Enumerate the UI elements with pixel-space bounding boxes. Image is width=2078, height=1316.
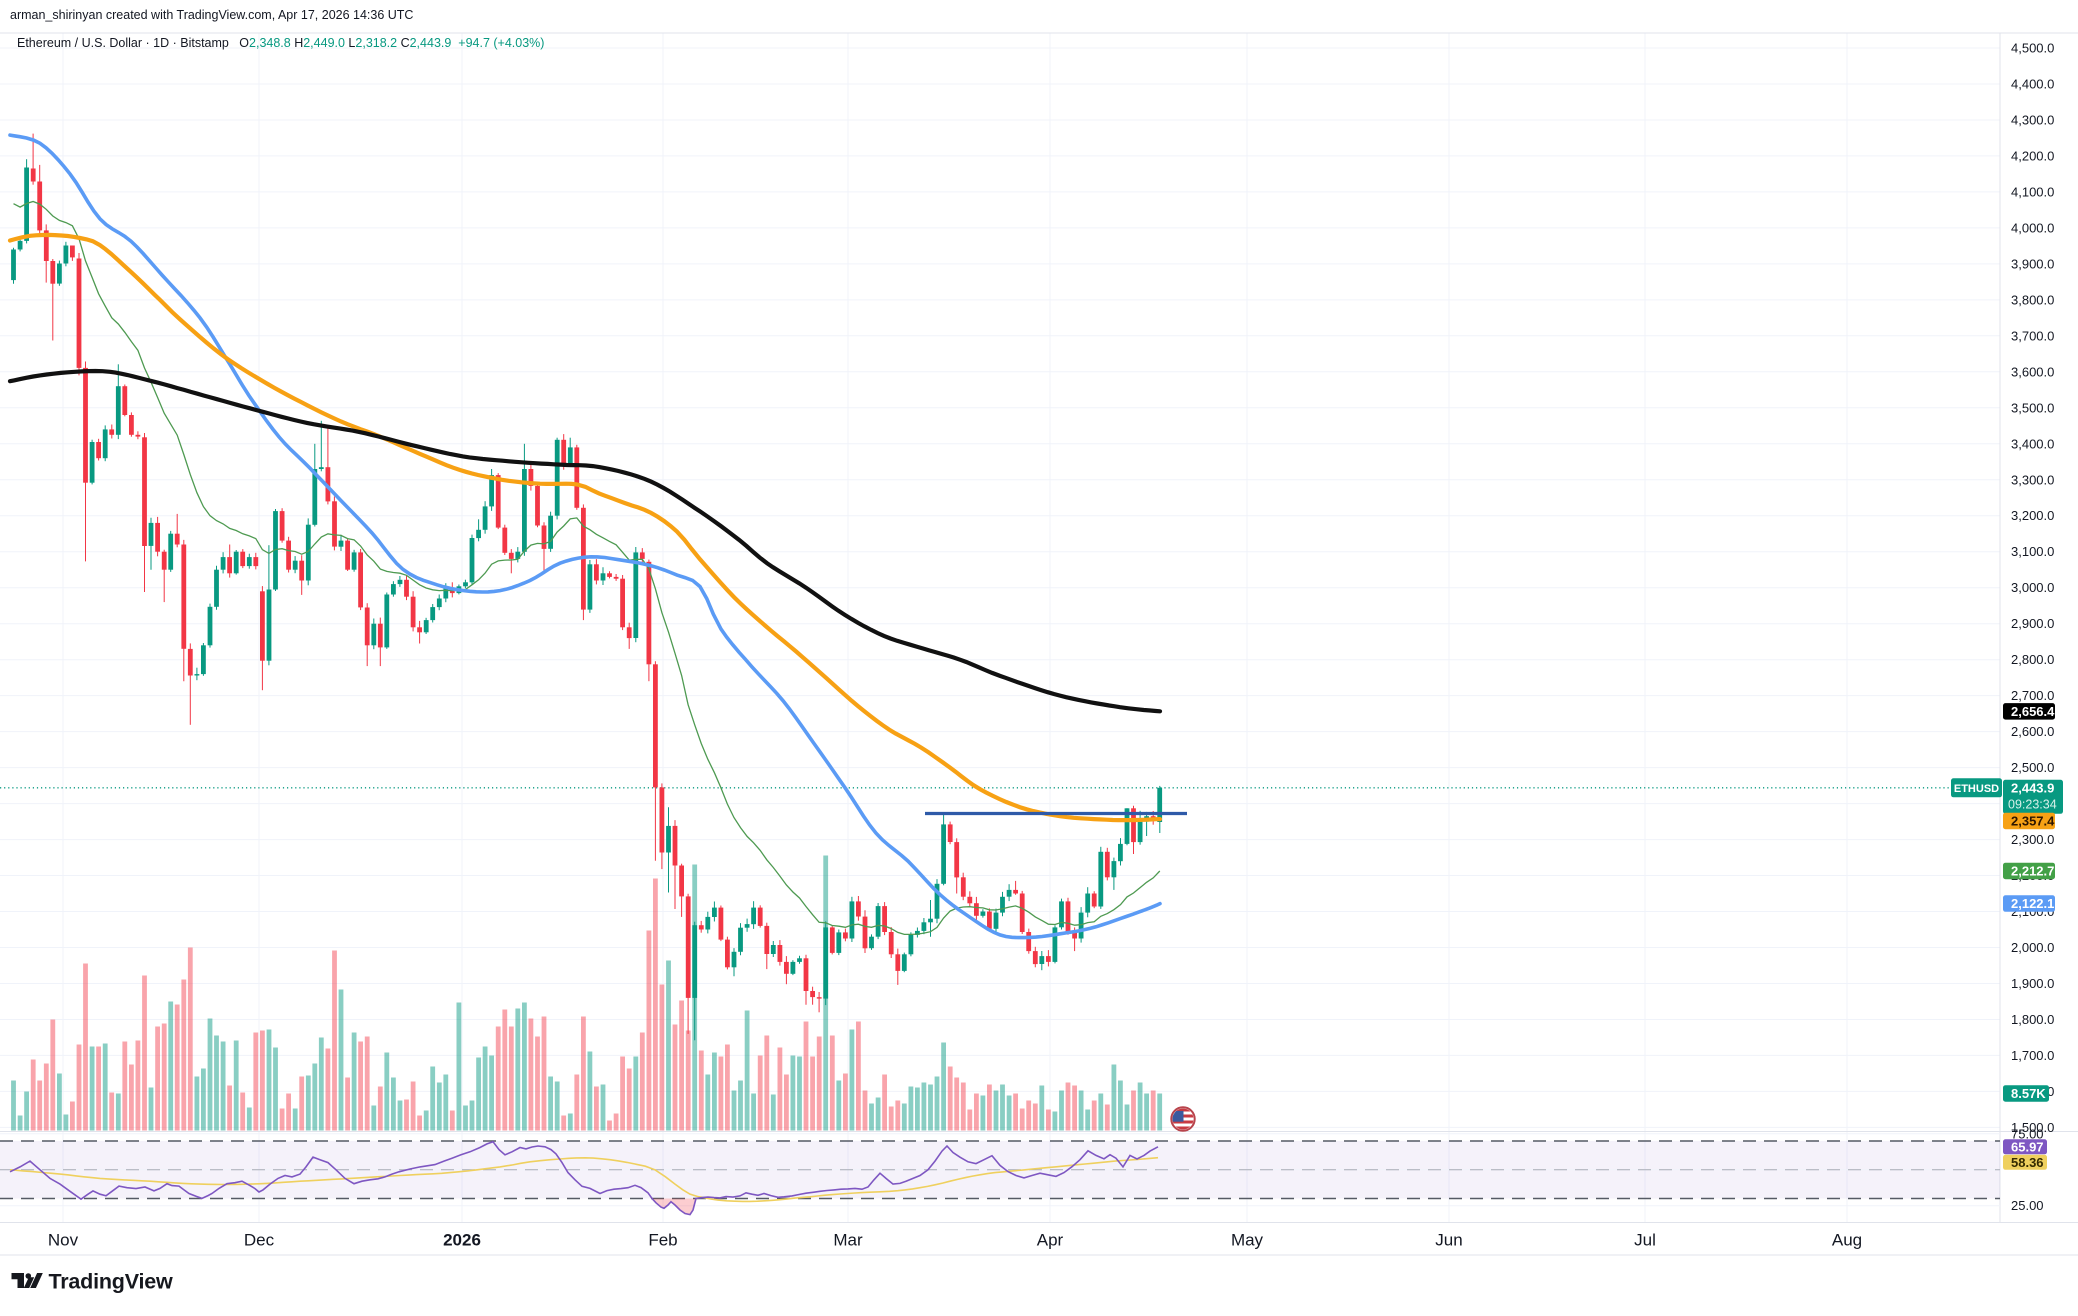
svg-text:3,800.0: 3,800.0 [2011, 292, 2054, 307]
svg-text:4,200.0: 4,200.0 [2011, 148, 2054, 163]
svg-text:Aug: Aug [1832, 1231, 1862, 1250]
svg-text:Feb: Feb [648, 1231, 677, 1250]
svg-text:2,500.0: 2,500.0 [2011, 760, 2054, 775]
svg-text:2,300.0: 2,300.0 [2011, 832, 2054, 847]
svg-text:3,100.0: 3,100.0 [2011, 544, 2054, 559]
svg-text:3,700.0: 3,700.0 [2011, 328, 2054, 343]
svg-text:2026: 2026 [443, 1231, 481, 1250]
svg-text:1,800.0: 1,800.0 [2011, 1012, 2054, 1027]
svg-text:4,300.0: 4,300.0 [2011, 113, 2054, 128]
svg-text:Ethereum / U.S. Dollar · 1D ·: Ethereum / U.S. Dollar · 1D · Bitstamp O… [17, 36, 544, 50]
svg-text:Jul: Jul [1634, 1231, 1656, 1250]
svg-text:3,400.0: 3,400.0 [2011, 436, 2054, 451]
svg-text:1,700.0: 1,700.0 [2011, 1048, 2054, 1063]
svg-text:Dec: Dec [244, 1231, 275, 1250]
svg-text:Apr: Apr [1037, 1231, 1064, 1250]
svg-text:ETHUSD: ETHUSD [1954, 783, 1999, 795]
svg-text:3,900.0: 3,900.0 [2011, 256, 2054, 271]
svg-text:TradingView: TradingView [49, 1270, 174, 1294]
svg-text:4,500.0: 4,500.0 [2011, 41, 2054, 56]
svg-text:2,656.4: 2,656.4 [2011, 704, 2055, 719]
svg-text:Jun: Jun [1435, 1231, 1462, 1250]
svg-text:1,900.0: 1,900.0 [2011, 976, 2054, 991]
svg-text:3,300.0: 3,300.0 [2011, 472, 2054, 487]
svg-text:2,443.9: 2,443.9 [2011, 780, 2054, 795]
svg-text:4,100.0: 4,100.0 [2011, 184, 2054, 199]
svg-text:4,400.0: 4,400.0 [2011, 77, 2054, 92]
svg-text:75.00: 75.00 [2011, 1126, 2044, 1141]
svg-text:3,500.0: 3,500.0 [2011, 400, 2054, 415]
svg-text:58.36: 58.36 [2011, 1155, 2044, 1170]
svg-text:09:23:34: 09:23:34 [2008, 797, 2057, 811]
svg-text:2,000.0: 2,000.0 [2011, 940, 2054, 955]
svg-text:2,122.1: 2,122.1 [2011, 896, 2054, 911]
svg-text:2,700.0: 2,700.0 [2011, 688, 2054, 703]
svg-text:3,600.0: 3,600.0 [2011, 364, 2054, 379]
svg-text:1,500.0: 1,500.0 [2011, 1120, 2054, 1135]
svg-text:Nov: Nov [48, 1231, 79, 1250]
svg-text:2,600.0: 2,600.0 [2011, 724, 2054, 739]
svg-text:25.00: 25.00 [2011, 1198, 2044, 1213]
svg-text:2,800.0: 2,800.0 [2011, 652, 2054, 667]
svg-text:May: May [1231, 1231, 1264, 1250]
svg-text:Mar: Mar [833, 1231, 863, 1250]
svg-text:3,000.0: 3,000.0 [2011, 580, 2054, 595]
svg-text:arman_shirinyan created with T: arman_shirinyan created with TradingView… [10, 8, 413, 22]
svg-text:4,000.0: 4,000.0 [2011, 220, 2054, 235]
svg-text:2,900.0: 2,900.0 [2011, 616, 2054, 631]
svg-text:65.97: 65.97 [2011, 1139, 2044, 1154]
svg-text:3,200.0: 3,200.0 [2011, 508, 2054, 523]
svg-text:2,212.7: 2,212.7 [2011, 864, 2054, 879]
svg-text:8.57K: 8.57K [2011, 1086, 2046, 1101]
svg-text:2,357.4: 2,357.4 [2011, 814, 2055, 829]
